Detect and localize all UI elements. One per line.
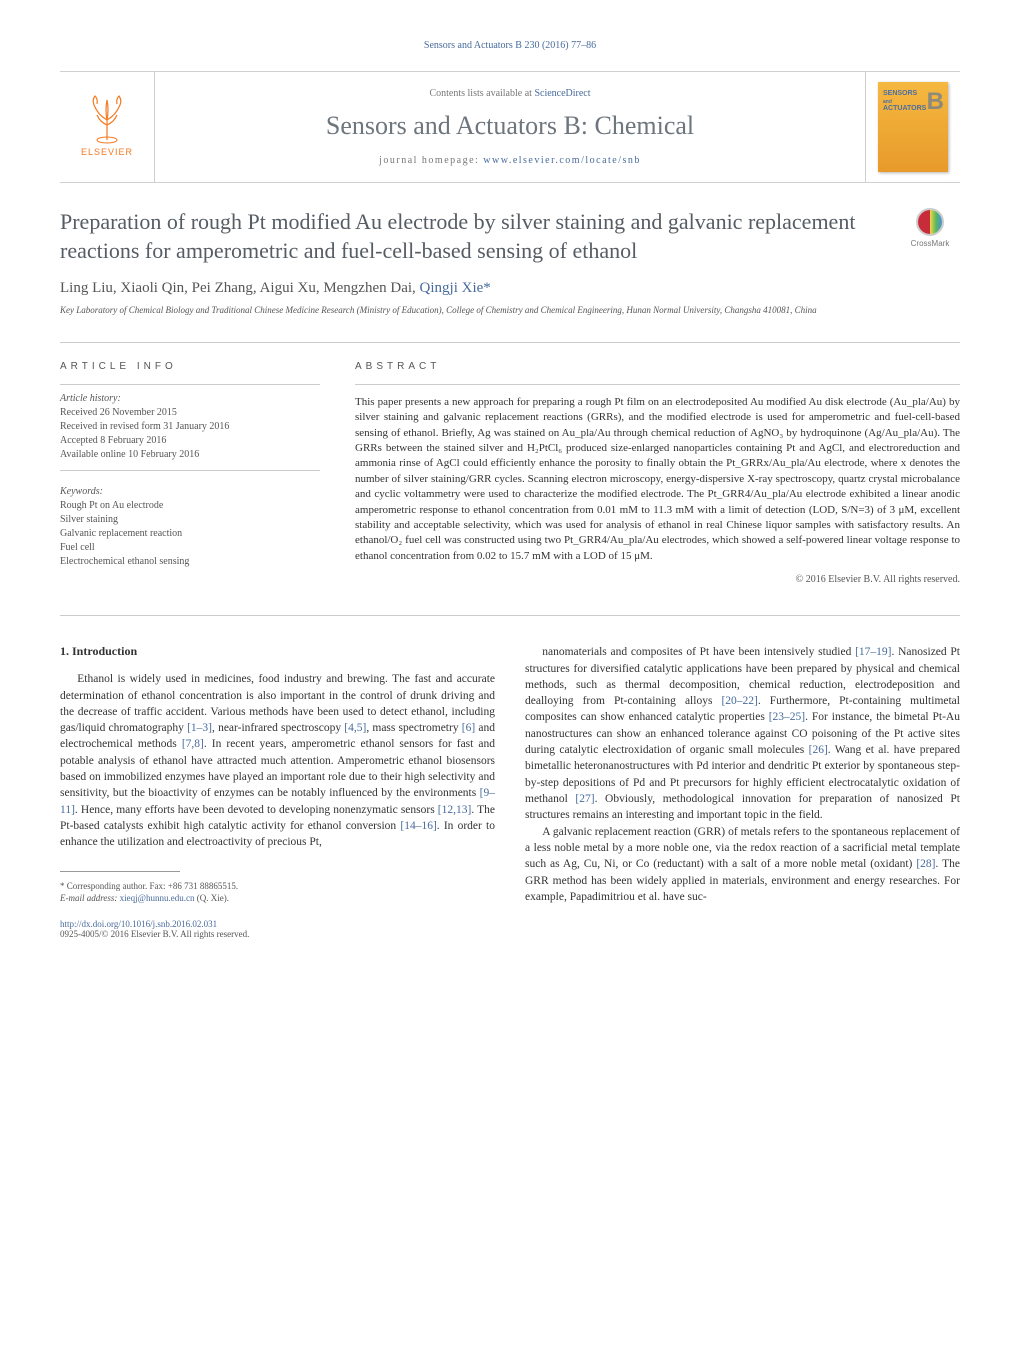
journal-name: Sensors and Actuators B: Chemical (326, 111, 694, 141)
body-paragraph: nanomaterials and composites of Pt have … (525, 644, 960, 905)
history-label: Article history: (60, 393, 320, 404)
footnote-separator (60, 871, 180, 872)
authors-line: Ling Liu, Xiaoli Qin, Pei Zhang, Aigui X… (60, 280, 960, 297)
article-title: Preparation of rough Pt modified Au elec… (60, 208, 885, 265)
authors-text: Ling Liu, Xiaoli Qin, Pei Zhang, Aigui X… (60, 280, 420, 296)
masthead: ELSEVIER Contents lists available at Sci… (60, 71, 960, 183)
history-received: Received 26 November 2015 (60, 406, 320, 420)
email-name: (Q. Xie). (197, 893, 229, 903)
body-columns: 1. Introduction Ethanol is widely used i… (60, 644, 960, 939)
introduction-heading: 1. Introduction (60, 644, 495, 659)
corresponding-author-link[interactable]: Qingji Xie (420, 280, 484, 296)
elsevier-tree-icon (80, 90, 135, 145)
issn-rights-line: 0925-4005/© 2016 Elsevier B.V. All right… (60, 929, 249, 939)
keywords-label: Keywords: (60, 486, 320, 497)
homepage-label: journal homepage: (379, 155, 483, 166)
crossmark-label: CrossMark (911, 239, 950, 248)
abstract-text: This paper presents a new approach for p… (355, 395, 960, 564)
keyword-item: Fuel cell (60, 541, 320, 555)
footnote-marker: * (60, 881, 65, 891)
intro-para-1: Ethanol is widely used in medicines, foo… (60, 671, 495, 851)
affiliation: Key Laboratory of Chemical Biology and T… (60, 305, 960, 317)
history-online: Available online 10 February 2016 (60, 448, 320, 462)
journal-homepage-line: journal homepage: www.elsevier.com/locat… (379, 155, 641, 166)
history-accepted: Accepted 8 February 2016 (60, 434, 320, 448)
contents-lists-line: Contents lists available at ScienceDirec… (429, 88, 590, 99)
intro-para-3: A galvanic replacement reaction (GRR) of… (525, 824, 960, 906)
divider (60, 615, 960, 616)
keyword-item: Galvanic replacement reaction (60, 527, 320, 541)
cover-label-mid: ACTUATORS (883, 105, 926, 112)
doi-link[interactable]: http://dx.doi.org/10.1016/j.snb.2016.02.… (60, 919, 217, 929)
keyword-item: Silver staining (60, 513, 320, 527)
masthead-center: Contents lists available at ScienceDirec… (155, 72, 865, 182)
divider (355, 384, 960, 385)
article-history-block: Article history: Received 26 November 20… (60, 384, 320, 471)
info-abstract-row: article info Article history: Received 2… (60, 361, 960, 585)
journal-cover-thumbnail[interactable]: SENSORSandACTUATORS B (878, 82, 948, 172)
footnote-label: Corresponding author. Fax: +86 731 88865… (67, 881, 238, 891)
cover-letter-b: B (927, 88, 944, 116)
divider (60, 342, 960, 343)
corresponding-footnote: * Corresponding author. Fax: +86 731 888… (60, 880, 495, 905)
abstract-heading: abstract (355, 361, 960, 372)
keyword-item: Electrochemical ethanol sensing (60, 555, 320, 569)
body-column-right: nanomaterials and composites of Pt have … (525, 644, 960, 939)
email-label: E-mail address: (60, 893, 117, 903)
keyword-item: Rough Pt on Au electrode (60, 499, 320, 513)
running-header: Sensors and Actuators B 230 (2016) 77–86 (60, 40, 960, 51)
abstract-copyright: © 2016 Elsevier B.V. All rights reserved… (355, 574, 960, 585)
journal-cover-cell: SENSORSandACTUATORS B (865, 72, 960, 182)
publisher-logo-cell: ELSEVIER (60, 72, 155, 182)
corresponding-marker[interactable]: * (483, 280, 491, 296)
body-paragraph: Ethanol is widely used in medicines, foo… (60, 671, 495, 851)
cover-label: SENSORSandACTUATORS (883, 90, 926, 113)
journal-homepage-link[interactable]: www.elsevier.com/locate/snb (483, 155, 641, 166)
body-column-left: 1. Introduction Ethanol is widely used i… (60, 644, 495, 939)
abstract-column: abstract This paper presents a new appro… (355, 361, 960, 585)
elsevier-wordmark: ELSEVIER (81, 147, 133, 157)
history-revised: Received in revised form 31 January 2016 (60, 420, 320, 434)
doi-block: http://dx.doi.org/10.1016/j.snb.2016.02.… (60, 919, 495, 939)
contents-prefix: Contents lists available at (429, 88, 534, 99)
article-info-column: article info Article history: Received 2… (60, 361, 320, 585)
elsevier-logo[interactable]: ELSEVIER (72, 90, 142, 165)
corresponding-email-link[interactable]: xieqj@hunnu.edu.cn (120, 893, 195, 903)
cover-label-top: SENSORS (883, 90, 917, 97)
intro-para-2: nanomaterials and composites of Pt have … (525, 644, 960, 824)
crossmark-badge[interactable]: CrossMark (900, 208, 960, 248)
sciencedirect-link[interactable]: ScienceDirect (534, 88, 590, 99)
crossmark-icon (916, 208, 944, 236)
article-info-heading: article info (60, 361, 320, 372)
